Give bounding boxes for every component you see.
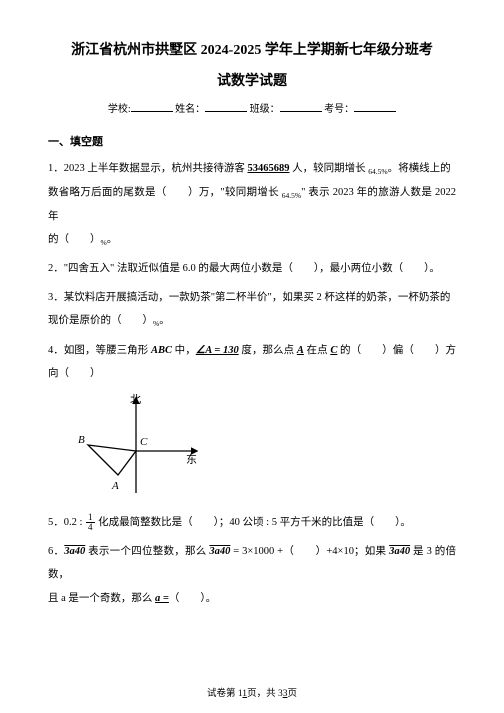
meta-line: 学校: 姓名： 班级： 考号： bbox=[48, 100, 456, 115]
blank-name bbox=[205, 101, 247, 112]
triangle-diagram: 北 东 B C A bbox=[68, 393, 198, 503]
blank-examno bbox=[354, 101, 396, 112]
q1-number: 53465689 bbox=[248, 163, 290, 174]
meta-school: 学校: bbox=[108, 104, 131, 115]
exam-title-2: 试数学试题 bbox=[48, 69, 456, 94]
label-east: 东 bbox=[186, 453, 197, 466]
question-1: 1．2023 上半年数据显示，杭州共接待游客 53465689 人，较同期增长 … bbox=[48, 157, 456, 251]
label-B: B bbox=[78, 434, 85, 446]
q1-pct: 64.5% bbox=[368, 167, 387, 176]
meta-name: 姓名： bbox=[175, 104, 205, 115]
blank-school bbox=[131, 101, 173, 112]
meta-class: 班级： bbox=[250, 104, 280, 115]
fraction-1-4: 14 bbox=[86, 513, 95, 532]
section-1-head: 一、填空题 bbox=[48, 133, 456, 149]
label-C: C bbox=[140, 436, 148, 448]
question-5: 5．0.2 : 14 化成最简整数比是（ ）；40 公顷 : 5 平方千米的比值… bbox=[48, 511, 456, 534]
question-2: 2．"四舍五入" 法取近似值是 6.0 的最大两位小数是（ ），最小两位小数（ … bbox=[48, 257, 456, 280]
label-A: A bbox=[111, 480, 119, 492]
page-footer: 试卷第 11页，共 33页 bbox=[0, 685, 504, 699]
question-4: 4．如图，等腰三角形 ABC 中，∠A = 130 度，那么点 A 在点 C 的… bbox=[48, 339, 456, 385]
diagram-svg: 北 东 B C A bbox=[68, 393, 198, 503]
blank-class bbox=[280, 101, 322, 112]
meta-examno: 考号： bbox=[324, 104, 354, 115]
triangle bbox=[88, 445, 136, 475]
question-3: 3．某饮料店开展搞活动，一款奶茶"第二杯半价"，如果买 2 杯这样的奶茶，一杯奶… bbox=[48, 286, 456, 333]
label-north: 北 bbox=[130, 393, 141, 406]
exam-title-1: 浙江省杭州市拱墅区 2024-2025 学年上学期新七年级分班考 bbox=[48, 38, 456, 63]
question-6: 6．3a40 表示一个四位整数，那么 3a40 = 3×1000 +（ ）+4×… bbox=[48, 540, 456, 609]
